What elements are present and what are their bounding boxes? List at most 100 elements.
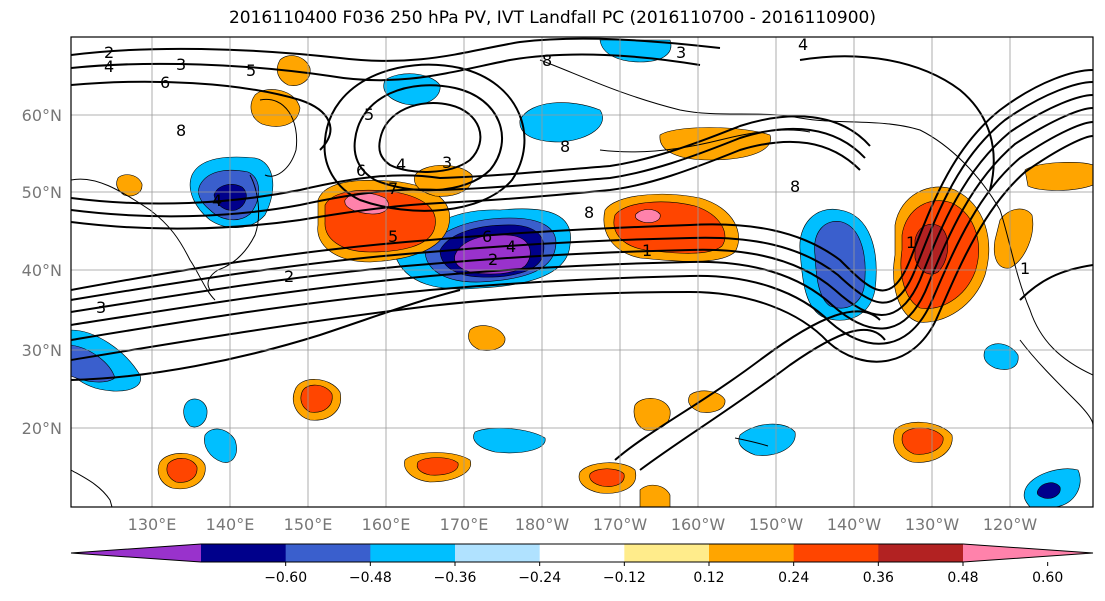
lat-label: 30°N bbox=[22, 341, 62, 360]
colorbar-swatch bbox=[709, 544, 795, 562]
neg-anomaly-n1 bbox=[383, 73, 441, 106]
contour-trough-s bbox=[614, 310, 881, 461]
colorbar-tick-label: −0.60 bbox=[264, 570, 307, 586]
pos-anomaly-p2 bbox=[250, 89, 301, 127]
neg-anomaly-se-core bbox=[1036, 482, 1061, 499]
contour-label: 4 bbox=[798, 35, 808, 54]
colorbar-swatch bbox=[539, 544, 625, 562]
lat-label: 60°N bbox=[22, 106, 62, 125]
contour-label: 5 bbox=[364, 105, 374, 124]
contour-label: 3 bbox=[96, 298, 106, 317]
pos-anomaly-s8 bbox=[468, 325, 506, 351]
colorbar-tick-label: −0.48 bbox=[349, 570, 392, 586]
contour-label: 5 bbox=[246, 61, 256, 80]
contour-label: 4 bbox=[212, 191, 222, 210]
contour-1 bbox=[71, 69, 1093, 292]
colorbar-tick-label: 0.36 bbox=[863, 570, 894, 586]
lon-label: 130°E bbox=[128, 515, 177, 534]
contour-label: 2 bbox=[284, 267, 294, 286]
colorbar-swatch bbox=[370, 544, 456, 562]
colorbar-tick-label: −0.12 bbox=[603, 570, 646, 586]
contour-label: 2 bbox=[104, 43, 114, 62]
contour-north-2 bbox=[71, 53, 701, 82]
contour-low-nw-2 bbox=[353, 84, 504, 192]
neg-anomaly-s3 bbox=[204, 428, 237, 463]
coast-baja bbox=[1019, 339, 1093, 426]
contour-sw bbox=[71, 289, 461, 381]
longitude-labels: 130°E 140°E 150°E 160°E 170°E 180°W 170°… bbox=[128, 515, 1038, 534]
map-frame bbox=[70, 36, 1094, 508]
contour-labels: 2 4 3 6 5 8 5 6 7 5 6 4 2 8 3 3 4 8 1 8 … bbox=[96, 35, 1030, 317]
contour-label: 6 bbox=[356, 161, 366, 180]
lat-label: 20°N bbox=[22, 419, 62, 438]
contour-label: 4 bbox=[104, 57, 114, 76]
contour-east-low bbox=[1019, 264, 1093, 301]
colorbar-tick-label: −0.24 bbox=[518, 570, 561, 586]
contour-2 bbox=[71, 81, 1093, 304]
lon-label: 170°W bbox=[593, 515, 648, 534]
colorbar-swatch bbox=[624, 544, 710, 562]
neg-anomaly-s2 bbox=[738, 423, 796, 456]
neg-anomaly-n2 bbox=[519, 102, 603, 143]
contour-label: 3 bbox=[176, 55, 186, 74]
pos-anomaly-ec-peak bbox=[635, 209, 661, 223]
contour-label: 8 bbox=[560, 137, 570, 156]
coast-philippines bbox=[71, 469, 113, 507]
colorbar-swatch bbox=[455, 544, 541, 562]
lat-label: 40°N bbox=[22, 261, 62, 280]
contour-label: 4 bbox=[506, 237, 516, 256]
pos-anomaly-s2-inner bbox=[166, 458, 198, 483]
contour-label: 1 bbox=[1020, 259, 1030, 278]
contour-jet-n2 bbox=[71, 127, 866, 218]
contour-label: 8 bbox=[584, 203, 594, 222]
colorbar-outline bbox=[70, 543, 1094, 563]
colorbar-swatch bbox=[878, 544, 964, 562]
coast-aleutians bbox=[599, 129, 811, 153]
contour-label: 5 bbox=[388, 227, 398, 246]
lon-label: 140°W bbox=[827, 515, 882, 534]
contour-label: 8 bbox=[542, 51, 552, 70]
contour-label: 6 bbox=[160, 73, 170, 92]
lon-label: 120°W bbox=[983, 515, 1038, 534]
colorbar: −0.60 −0.48 −0.36 −0.24 −0.12 0.12 0.24 0.36 0.4… bbox=[70, 543, 1094, 586]
neg-anomaly-n3 bbox=[599, 39, 672, 63]
contour-low-nw-3 bbox=[323, 63, 526, 212]
colorbar-tick-label: 0.24 bbox=[778, 570, 809, 586]
coast-alaska bbox=[539, 59, 1093, 376]
pos-anomaly-s9 bbox=[639, 484, 671, 507]
contour-label: 1 bbox=[642, 241, 652, 260]
contour-north-1 bbox=[71, 37, 721, 62]
pos-anomaly-p5 bbox=[1024, 161, 1093, 191]
colorbar-extend-high bbox=[963, 544, 1093, 562]
pos-anomaly-s4-inner bbox=[589, 468, 625, 487]
contour-north-3 bbox=[71, 80, 332, 151]
lon-label: 140°E bbox=[206, 515, 255, 534]
lon-label: 150°E bbox=[284, 515, 333, 534]
graticule bbox=[71, 37, 1093, 507]
pos-anomaly-s3-inner bbox=[416, 457, 459, 476]
contour-trough-s2 bbox=[639, 328, 886, 471]
contour-ridge-e bbox=[799, 55, 995, 191]
contour-label: 4 bbox=[396, 155, 406, 174]
contour-label: 1 bbox=[906, 233, 916, 252]
coast-kamchatka bbox=[259, 98, 298, 177]
contour-label: 3 bbox=[676, 43, 686, 62]
neg-anomaly-s1 bbox=[473, 427, 546, 454]
contour-label: 6 bbox=[482, 227, 492, 246]
lon-label: 160°W bbox=[671, 515, 726, 534]
lon-label: 160°E bbox=[362, 515, 411, 534]
lon-label: 170°E bbox=[440, 515, 489, 534]
pos-anomaly-s10 bbox=[116, 174, 143, 197]
lon-label: 130°W bbox=[905, 515, 960, 534]
contour-4 bbox=[71, 107, 1093, 330]
contour-label: 2 bbox=[488, 250, 498, 269]
colorbar-swatch bbox=[285, 544, 371, 562]
colorbar-swatch bbox=[793, 544, 879, 562]
colorbar-extend-low bbox=[71, 544, 201, 562]
shaded-anomalies bbox=[71, 39, 1093, 507]
colorbar-tick-label: 0.48 bbox=[947, 570, 978, 586]
neg-anomaly-s4 bbox=[183, 398, 208, 428]
coast-hawaii bbox=[734, 437, 769, 447]
latitude-labels: 60°N 50°N 40°N 30°N 20°N bbox=[22, 106, 62, 438]
